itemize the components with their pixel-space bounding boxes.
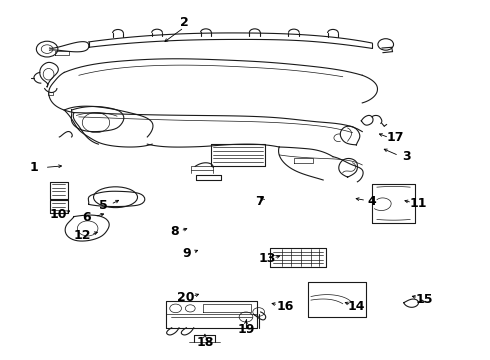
Text: 3: 3 [402, 150, 411, 163]
Text: 9: 9 [182, 247, 191, 260]
Text: 20: 20 [176, 291, 194, 304]
Text: 7: 7 [255, 195, 264, 208]
Text: 14: 14 [347, 300, 365, 313]
Text: 11: 11 [410, 197, 427, 210]
Text: 13: 13 [258, 252, 276, 265]
Text: 18: 18 [196, 336, 214, 348]
Text: 16: 16 [276, 300, 294, 313]
Text: 15: 15 [416, 293, 434, 306]
Text: 2: 2 [179, 16, 188, 29]
Text: 8: 8 [170, 225, 178, 238]
Text: 4: 4 [368, 195, 376, 208]
Text: 5: 5 [99, 199, 108, 212]
Text: 17: 17 [387, 131, 404, 144]
Text: 10: 10 [49, 208, 67, 221]
Text: 6: 6 [82, 211, 91, 224]
Text: 1: 1 [29, 161, 38, 174]
Text: 12: 12 [74, 229, 92, 242]
Text: 19: 19 [237, 323, 255, 336]
